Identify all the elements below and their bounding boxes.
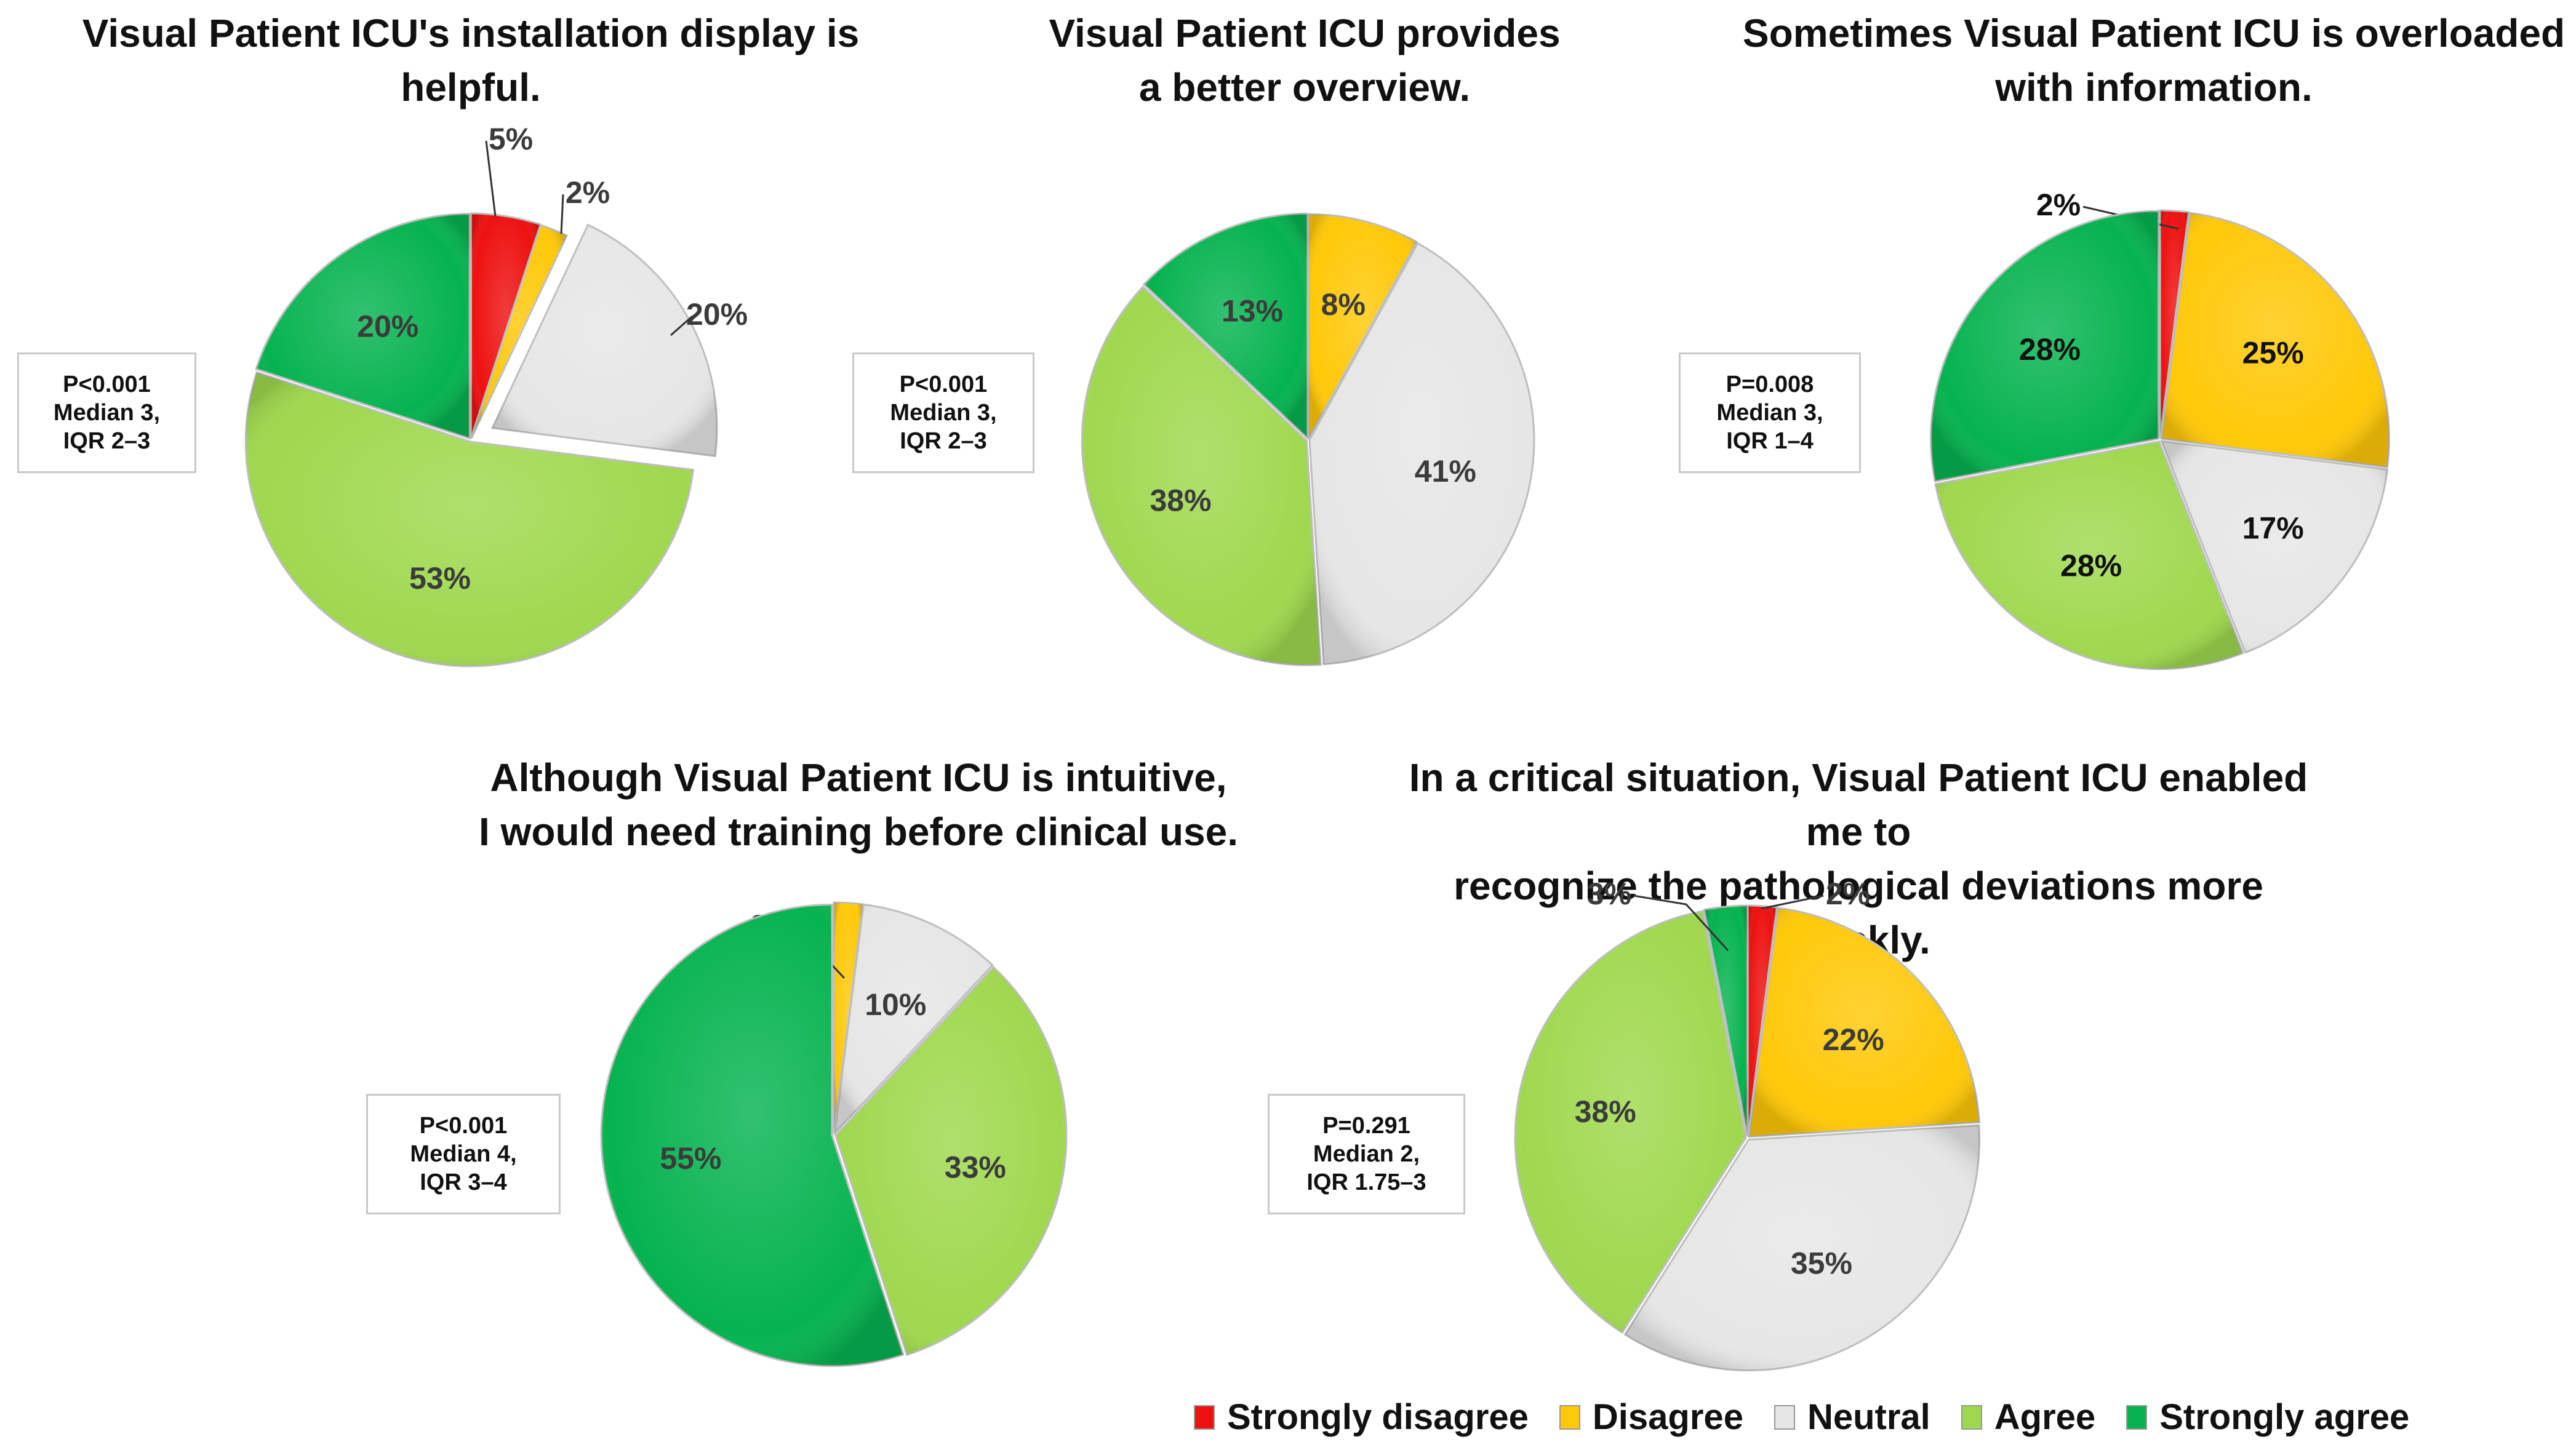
pie-slice-shading: [834, 904, 993, 1134]
slice-label-agree: 53%: [409, 561, 471, 596]
pie-slice-shading: [1515, 911, 1746, 1333]
slice-label-agree: 38%: [1575, 1094, 1636, 1129]
pie-chart-3: 2% 25% 17% 28% 28%: [1930, 188, 2390, 671]
legend-label: Neutral: [1807, 1397, 1930, 1437]
legend-item-agree: Agree: [1961, 1396, 2095, 1438]
chart-2-stats-box: P<0.001 Median 3, IQR 2–3: [852, 353, 1034, 473]
legend-swatch: [2126, 1404, 2148, 1430]
slice-label-strongly-agree: 3%: [1587, 877, 1631, 911]
slice-label-agree: 38%: [1150, 484, 1211, 518]
stats-p-value: P<0.001: [63, 372, 151, 397]
chart-4-title: Although Visual Patient ICU is intuitive…: [479, 755, 1238, 854]
pie-slice-shading: [1143, 213, 1308, 439]
stats-iqr: IQR 2–3: [900, 428, 987, 454]
slice-label-neutral: 10%: [865, 987, 926, 1022]
slice-label-neutral: 41%: [1415, 454, 1476, 488]
legend: Strongly disagree Disagree Neutral Agree…: [1194, 1396, 2440, 1438]
pie-slice-shading: [1704, 906, 1748, 1137]
leader-line: [670, 315, 693, 337]
legend-item-strongly-disagree: Strongly disagree: [1194, 1396, 1529, 1438]
legend-label: Strongly agree: [2159, 1397, 2410, 1437]
slice-label-strongly-agree: 20%: [357, 309, 418, 343]
legend-swatch: [1559, 1404, 1580, 1430]
stats-p-value: P=0.291: [1322, 1113, 1410, 1139]
leader-line: [485, 140, 497, 217]
stats-p-value: P<0.001: [899, 372, 988, 397]
pie-slice-shading: [1749, 907, 1980, 1137]
pie-slice-shading: [246, 372, 694, 666]
pie-slice-shading: [1748, 906, 1777, 1137]
slice-label-disagree: 2%: [566, 175, 610, 210]
slice-label-agree: 28%: [2060, 549, 2122, 583]
leader-line: [1633, 894, 1729, 952]
pie-chart-1: 5% 2% 20% 53% 20%: [244, 122, 748, 667]
stats-median: Median 3,: [53, 400, 161, 426]
pie-slice-shading: [1082, 287, 1321, 666]
stats-p-value: P=0.008: [1726, 372, 1814, 397]
pie-chart-2: 8% 41% 38% 13%: [1081, 212, 1535, 666]
slice-label-disagree: 22%: [1823, 1022, 1884, 1057]
slice-label-strongly-disagree: 2%: [2036, 188, 2081, 222]
pie-slice-shading: [601, 904, 903, 1366]
legend-swatch: [1774, 1404, 1795, 1430]
pie-slice-shading: [2160, 210, 2189, 439]
pie-chart-5: 2% 22% 35% 38% 3%: [1514, 877, 1981, 1372]
slice-label-strongly-agree: 13%: [1222, 294, 1283, 329]
slice-label-strongly-agree: 28%: [2019, 332, 2081, 367]
stats-iqr: IQR 1.75–3: [1306, 1169, 1426, 1195]
chart-4-stats-box: P<0.001 Median 4, IQR 3–4: [366, 1094, 561, 1214]
legend-swatch: [1961, 1404, 1982, 1430]
legend-swatch: [1194, 1404, 1215, 1430]
stats-p-value: P<0.001: [419, 1113, 508, 1139]
stats-median: Median 2,: [1313, 1141, 1420, 1167]
pie-slice-shading: [492, 225, 718, 456]
pie-slice-shading: [2161, 213, 2390, 468]
pie-slice-shading: [1625, 1125, 1980, 1371]
chart-5-title: In a critical situation, Visual Patient …: [1409, 755, 2308, 962]
stats-median: Median 3,: [890, 400, 997, 426]
legend-item-strongly-agree: Strongly agree: [2126, 1396, 2409, 1438]
pie-slice-shading: [1309, 243, 1534, 664]
slice-label-strongly-disagree: 5%: [489, 122, 533, 156]
leader-line: [1761, 894, 1824, 910]
pie-slice-shading: [2161, 440, 2388, 653]
stats-iqr: IQR 1–4: [1726, 428, 1814, 454]
slice-label-agree: 33%: [945, 1150, 1006, 1184]
slice-label-strongly-disagree: 2%: [1826, 877, 1870, 911]
slice-label-neutral: 17%: [2242, 511, 2304, 545]
chart-1-stats-box: P<0.001 Median 3, IQR 2–3: [17, 353, 196, 473]
slice-label-disagree: 25%: [2242, 336, 2304, 370]
pie-slice-shading: [256, 213, 470, 439]
slice-label-strongly-agree: 55%: [660, 1141, 721, 1176]
chart-1-title: Visual Patient ICU's installation displa…: [82, 11, 860, 110]
stats-median: Median 4,: [410, 1141, 517, 1167]
slice-label-neutral: 20%: [686, 297, 748, 332]
stats-iqr: IQR 2–3: [63, 428, 151, 454]
pie-slice-shading: [835, 967, 1066, 1355]
legend-label: Agree: [1994, 1397, 2096, 1437]
pie-chart-4: 2%10%33%55%: [600, 901, 1068, 1367]
chart-3-title: Sometimes Visual Patient ICU is overload…: [1742, 11, 2566, 110]
slice-label-neutral: 35%: [1791, 1246, 1852, 1281]
pie-slice-shading: [1935, 441, 2243, 669]
leader-line: [560, 194, 564, 234]
stats-iqr: IQR 3–4: [420, 1169, 507, 1195]
legend-item-disagree: Disagree: [1559, 1396, 1743, 1438]
legend-label: Disagree: [1592, 1397, 1743, 1437]
legend-label: Strongly disagree: [1227, 1397, 1529, 1437]
pie-slice-shading: [471, 213, 541, 439]
chart-2-title: Visual Patient ICU provides a better ove…: [1049, 11, 1561, 110]
pie-slice-shading: [1308, 214, 1417, 439]
pie-slice-shading: [471, 225, 567, 439]
stats-median: Median 3,: [1716, 400, 1823, 426]
legend-item-neutral: Neutral: [1774, 1396, 1930, 1438]
slice-label-disagree: 8%: [1321, 287, 1366, 322]
chart-3-stats-box: P=0.008 Median 3, IQR 1–4: [1679, 353, 1861, 473]
pie-slice-shading: [1930, 211, 2159, 482]
chart-5-stats-box: P=0.291 Median 2, IQR 1.75–3: [1268, 1094, 1465, 1214]
